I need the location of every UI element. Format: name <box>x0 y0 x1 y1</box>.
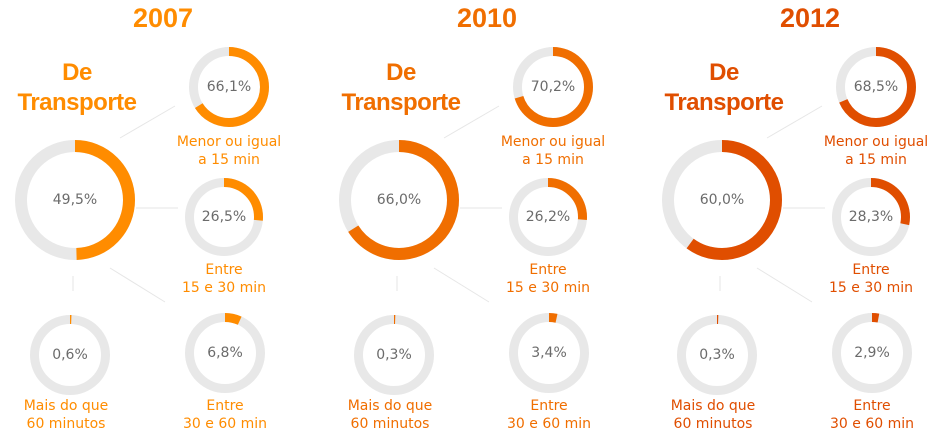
donut-b30-60: 2,9% <box>832 313 912 393</box>
caption-line-1: Entre <box>530 398 568 414</box>
caption-line-2: 15 e 30 min <box>506 280 590 296</box>
donut-value: 26,5% <box>201 209 247 225</box>
donut-b15-30: 28,3% <box>832 178 910 256</box>
donut-value: 26,2% <box>525 209 571 225</box>
caption-line-2: 60 minutos <box>350 416 430 432</box>
donut-arc <box>354 315 434 395</box>
donut-value: 49,5% <box>52 192 98 208</box>
donut-arc <box>30 315 110 395</box>
caption-le15: Menor ou igual a 15 min <box>164 133 294 169</box>
donut-arc <box>832 178 910 256</box>
caption-line-2: 30 e 60 min <box>830 416 914 432</box>
donut-main: 66,0% <box>339 140 459 260</box>
caption-line-1: Entre <box>529 262 567 278</box>
donut-b30-60: 3,4% <box>509 313 589 393</box>
caption-line-1: Mais do que <box>23 398 109 414</box>
caption-b15-30: Entre 15 e 30 min <box>483 261 613 297</box>
caption-b15-30: Entre 15 e 30 min <box>159 261 289 297</box>
caption-line-2: a 15 min <box>198 152 260 168</box>
category-line-2: Transporte <box>17 89 137 116</box>
donut-main: 60,0% <box>662 140 782 260</box>
donut-value: 0,3% <box>376 347 412 363</box>
donut-value: 66,0% <box>376 192 422 208</box>
donut-arc <box>832 313 912 393</box>
caption-line-1: Menor ou igual <box>823 134 929 150</box>
connector-lines <box>396 105 502 303</box>
year-panel-2012: 2012 De Transporte 60,0% 68,5% Menor ou … <box>647 0 940 434</box>
donut-arc <box>339 140 459 260</box>
year-panel-2007: 2007 De Transporte 49,5% 66,1% Menor ou … <box>0 0 320 434</box>
donut-value: 66,1% <box>206 79 252 95</box>
caption-b30-60: Entre 30 e 60 min <box>160 397 290 433</box>
caption-line-1: Menor ou igual <box>500 134 606 150</box>
caption-b30-60: Entre 30 e 60 min <box>484 397 614 433</box>
caption-line-2: 30 e 60 min <box>183 416 267 432</box>
donut-le15: 66,1% <box>189 47 269 127</box>
caption-b30-60: Entre 30 e 60 min <box>807 397 937 433</box>
donut-le15: 68,5% <box>836 47 916 127</box>
donut-value: 3,4% <box>531 345 567 361</box>
category-line-1: De <box>62 59 92 86</box>
donut-value: 60,0% <box>699 192 745 208</box>
category-line-1: De <box>386 59 416 86</box>
caption-le15: Menor ou igual a 15 min <box>811 133 940 169</box>
donut-arc <box>513 47 593 127</box>
caption-gt60: Mais do que 60 minutos <box>648 397 778 433</box>
donut-le15: 70,2% <box>513 47 593 127</box>
caption-line-2: 15 e 30 min <box>182 280 266 296</box>
donut-value: 28,3% <box>848 209 894 225</box>
caption-line-1: Mais do que <box>670 398 756 414</box>
caption-line-2: a 15 min <box>845 152 907 168</box>
caption-line-2: 60 minutos <box>673 416 753 432</box>
year-title: 2012 <box>779 3 841 33</box>
category-line-2: Transporte <box>341 89 461 116</box>
donut-b30-60: 6,8% <box>185 313 265 393</box>
donut-arc <box>509 178 587 256</box>
donut-arc <box>185 178 263 256</box>
caption-line-2: a 15 min <box>522 152 584 168</box>
donut-value: 0,3% <box>699 347 735 363</box>
donut-main: 49,5% <box>15 140 135 260</box>
donut-gt60: 0,3% <box>677 315 757 395</box>
caption-gt60: Mais do que 60 minutos <box>1 397 131 433</box>
donut-value: 70,2% <box>530 79 576 95</box>
caption-line-1: Entre <box>852 262 890 278</box>
connector-lines <box>719 105 825 303</box>
donut-gt60: 0,3% <box>354 315 434 395</box>
caption-line-2: 30 e 60 min <box>507 416 591 432</box>
donut-arc <box>662 140 782 260</box>
donut-value: 0,6% <box>52 347 88 363</box>
year-panel-2010: 2010 De Transporte 66,0% 70,2% Menor ou … <box>324 0 644 434</box>
caption-b15-30: Entre 15 e 30 min <box>806 261 936 297</box>
caption-line-1: Entre <box>206 398 244 414</box>
connector-lines <box>72 105 178 303</box>
caption-line-2: 15 e 30 min <box>829 280 913 296</box>
category-title: De Transporte <box>326 58 476 118</box>
category-title: De Transporte <box>2 58 152 118</box>
caption-line-1: Entre <box>205 262 243 278</box>
donut-arc <box>836 47 916 127</box>
caption-gt60: Mais do que 60 minutos <box>325 397 455 433</box>
donut-value: 68,5% <box>853 79 899 95</box>
caption-le15: Menor ou igual a 15 min <box>488 133 618 169</box>
donut-arc <box>677 315 757 395</box>
caption-line-1: Menor ou igual <box>176 134 282 150</box>
donut-value: 6,8% <box>207 345 243 361</box>
year-title: 2007 <box>132 3 194 33</box>
category-line-2: Transporte <box>664 89 784 116</box>
donut-gt60: 0,6% <box>30 315 110 395</box>
category-title: De Transporte <box>649 58 799 118</box>
donut-arc <box>185 313 265 393</box>
donut-b15-30: 26,2% <box>509 178 587 256</box>
donut-value: 2,9% <box>854 345 890 361</box>
donut-b15-30: 26,5% <box>185 178 263 256</box>
caption-line-1: Entre <box>853 398 891 414</box>
donut-arc <box>509 313 589 393</box>
year-title: 2010 <box>456 3 518 33</box>
donut-arc <box>189 47 269 127</box>
caption-line-2: 60 minutos <box>26 416 106 432</box>
donut-arc <box>15 140 135 260</box>
caption-line-1: Mais do que <box>347 398 433 414</box>
category-line-1: De <box>709 59 739 86</box>
